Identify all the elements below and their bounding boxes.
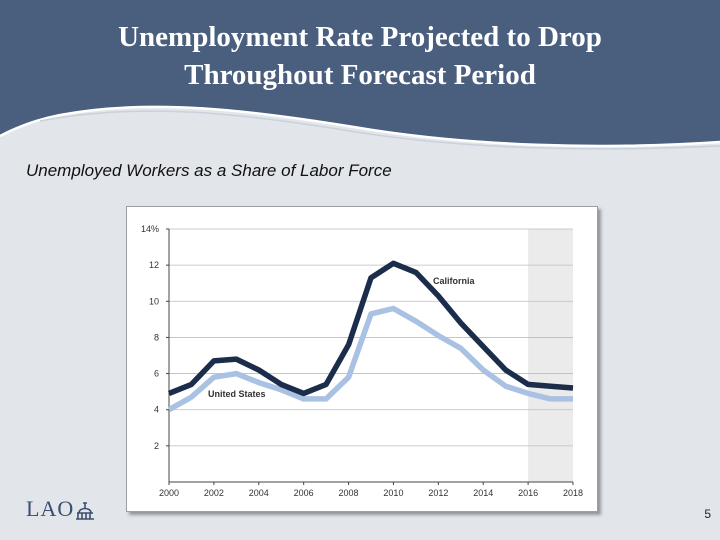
y-tick-label-6: 6 — [154, 369, 159, 379]
y-tick-label-8: 8 — [154, 332, 159, 342]
chart-subtitle: Unemployed Workers as a Share of Labor F… — [26, 161, 392, 180]
lao-logo: LAO — [26, 494, 96, 524]
line-chart: 2 4 6 8 10 12 14% 2000 2002 2004 2006 2008 2010 2012 2… — [141, 224, 583, 498]
forecast-shade — [528, 229, 573, 482]
y-tick-label-4: 4 — [154, 405, 159, 415]
series-line-united-states — [167, 305, 573, 413]
x-tick-label-2008: 2008 — [339, 488, 359, 498]
y-tick-label-12: 12 — [149, 260, 159, 270]
series-label-california: California — [433, 276, 476, 286]
series-label-united-states: United States — [208, 389, 266, 399]
y-tick-label-2: 2 — [154, 441, 159, 451]
header-wave-shape — [0, 0, 720, 150]
x-tick-label-2000: 2000 — [159, 488, 179, 498]
x-tick-label-2002: 2002 — [204, 488, 224, 498]
slide-title: Unemployment Rate Projected to Drop Thro… — [40, 18, 680, 94]
logo-text: LAO — [26, 496, 75, 521]
y-tick-label-10: 10 — [149, 296, 159, 306]
x-tick-label-2004: 2004 — [249, 488, 269, 498]
series-line-california — [167, 260, 574, 397]
x-tick-label-2006: 2006 — [294, 488, 314, 498]
x-tick-label-2014: 2014 — [473, 488, 493, 498]
x-tick-label-2018: 2018 — [563, 488, 583, 498]
y-tick-label-14: 14% — [141, 224, 159, 234]
page-number: 5 — [704, 507, 711, 521]
slide-title-line-1: Unemployment Rate Projected to Drop — [118, 21, 602, 53]
x-tick-label-2010: 2010 — [383, 488, 403, 498]
x-tick-label-2012: 2012 — [428, 488, 448, 498]
slide-title-line-2: Throughout Forecast Period — [184, 59, 536, 91]
chart-frame: 2 4 6 8 10 12 14% 2000 2002 2004 2006 2008 2010 2012 2… — [126, 206, 598, 512]
header-banner: Unemployment Rate Projected to Drop Thro… — [0, 0, 720, 160]
x-tick-label-2016: 2016 — [518, 488, 538, 498]
capitol-icon — [76, 502, 95, 520]
